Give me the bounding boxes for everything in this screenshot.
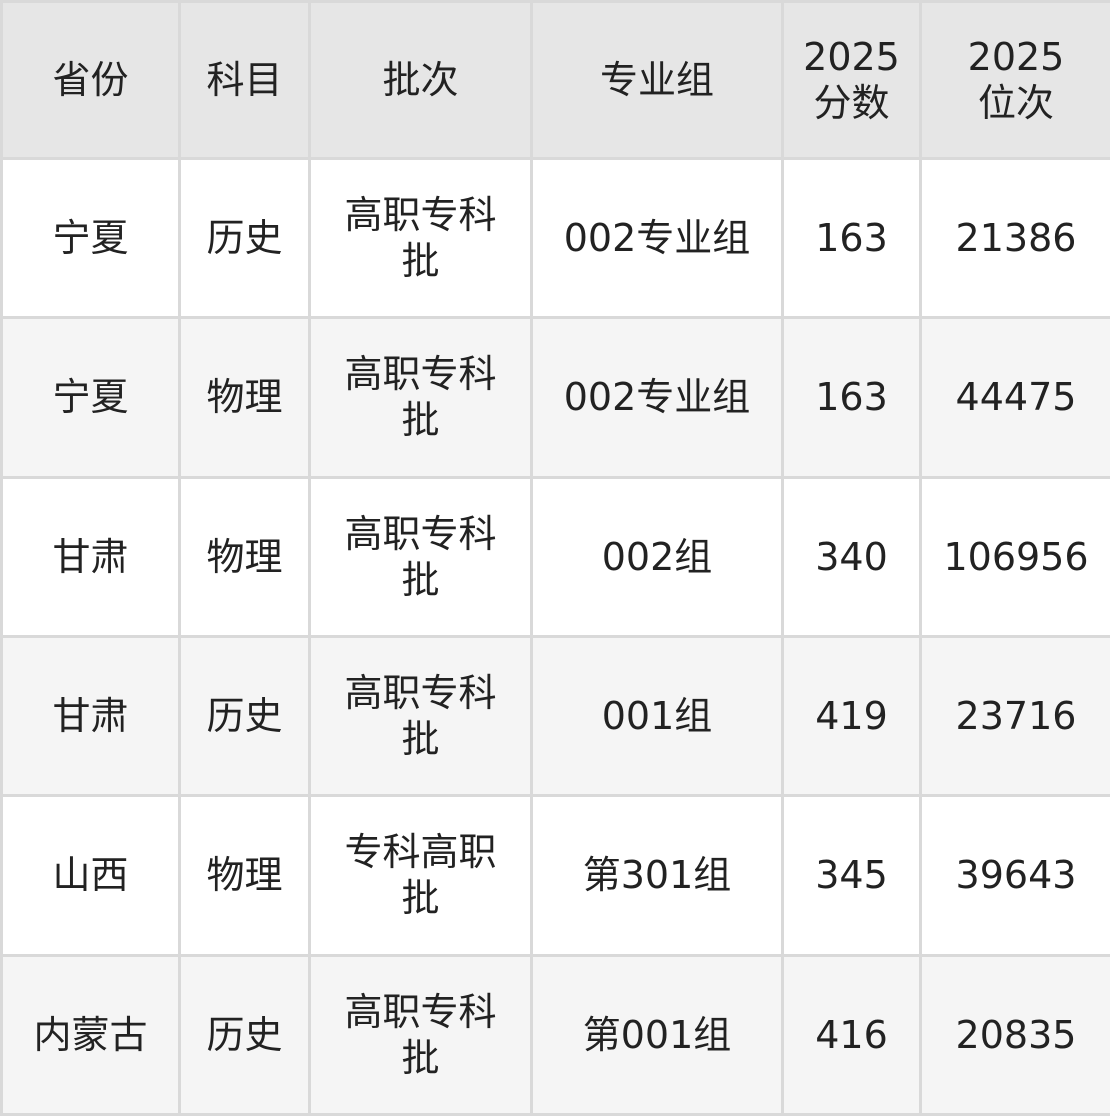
- table-row: 山西 物理 专科高职批 第301组 345 39643: [0, 794, 1110, 957]
- cell-score-2025: 163: [781, 316, 922, 479]
- cell-score-2025: 345: [781, 794, 922, 957]
- table-row: 甘肃 物理 高职专科批 002组 340 106956: [0, 475, 1110, 638]
- cell-major-group: 002组: [530, 475, 784, 638]
- header-text: 2025: [803, 35, 900, 79]
- header-major-group: 专业组: [530, 0, 784, 160]
- cell-rank-2025: 20835: [919, 953, 1110, 1116]
- cell-score-2025: 163: [781, 156, 922, 320]
- cell-rank-2025: 39643: [919, 794, 1110, 957]
- cell-batch: 高职专科批: [308, 475, 533, 638]
- header-text: 2025: [967, 35, 1065, 79]
- cell-major-group: 第301组: [530, 794, 784, 957]
- cell-subject: 历史: [178, 634, 311, 798]
- cell-rank-2025: 106956: [919, 475, 1110, 638]
- cell-subject: 物理: [178, 316, 311, 479]
- cell-major-group: 002专业组: [530, 316, 784, 479]
- header-province: 省份: [0, 0, 181, 160]
- cell-subject: 历史: [178, 156, 311, 320]
- table-row: 甘肃 历史 高职专科批 001组 419 23716: [0, 634, 1110, 798]
- header-text: 省份: [52, 58, 129, 102]
- cell-province: 宁夏: [0, 156, 181, 320]
- table-row: 内蒙古 历史 高职专科批 第001组 416 20835: [0, 953, 1110, 1116]
- table-row: 宁夏 物理 高职专科批 002专业组 163 44475: [0, 316, 1110, 479]
- cell-batch: 专科高职批: [308, 794, 533, 957]
- table-body: 宁夏 历史 高职专科批 002专业组 163 21386 宁夏 物理 高职专科批 002专业组 16…: [0, 156, 1110, 1116]
- cell-batch: 高职专科批: [308, 953, 533, 1116]
- header-subject: 科目: [178, 0, 311, 160]
- cell-province: 宁夏: [0, 316, 181, 479]
- cell-major-group: 001组: [530, 634, 784, 798]
- header-rank-2025: 2025 位次: [919, 0, 1110, 160]
- header-score-2025: 2025 分数: [781, 0, 922, 160]
- header-text: 位次: [977, 81, 1054, 125]
- cell-major-group: 002专业组: [530, 156, 784, 320]
- cell-rank-2025: 23716: [919, 634, 1110, 798]
- cell-score-2025: 416: [781, 953, 922, 1116]
- cell-province: 山西: [0, 794, 181, 957]
- cell-batch: 高职专科批: [308, 316, 533, 479]
- header-text: 分数: [813, 81, 890, 125]
- cell-subject: 物理: [178, 794, 311, 957]
- header-text: 科目: [206, 58, 283, 102]
- header-text: 批次: [382, 58, 459, 102]
- cell-rank-2025: 21386: [919, 156, 1110, 320]
- header-text: 专业组: [599, 58, 714, 102]
- cell-subject: 历史: [178, 953, 311, 1116]
- cell-province: 甘肃: [0, 475, 181, 638]
- table-header: 省份 科目 批次 专业组 2025 分数 2025 位次: [0, 0, 1110, 160]
- cell-major-group: 第001组: [530, 953, 784, 1116]
- cell-score-2025: 419: [781, 634, 922, 798]
- cell-province: 内蒙古: [0, 953, 181, 1116]
- table-row: 宁夏 历史 高职专科批 002专业组 163 21386: [0, 156, 1110, 320]
- cell-score-2025: 340: [781, 475, 922, 638]
- cell-batch: 高职专科批: [308, 156, 533, 320]
- cell-batch: 高职专科批: [308, 634, 533, 798]
- cell-province: 甘肃: [0, 634, 181, 798]
- cell-rank-2025: 44475: [919, 316, 1110, 479]
- cell-subject: 物理: [178, 475, 311, 638]
- header-batch: 批次: [308, 0, 533, 160]
